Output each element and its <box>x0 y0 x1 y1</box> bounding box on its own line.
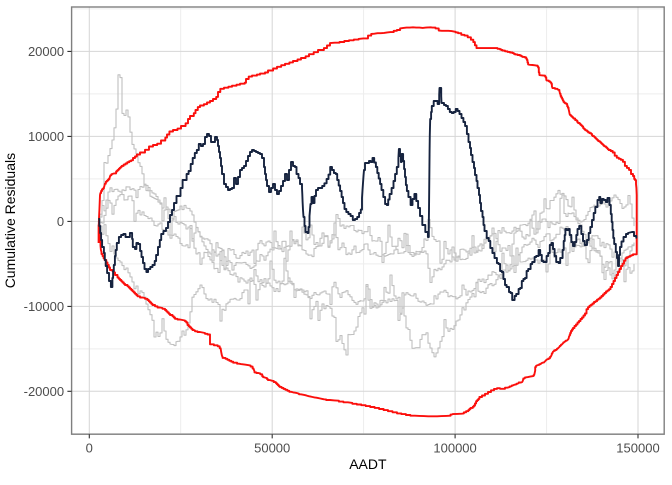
svg-text:0: 0 <box>57 214 64 229</box>
svg-text:Cumulative Residuals: Cumulative Residuals <box>2 153 18 288</box>
svg-text:AADT: AADT <box>349 456 387 472</box>
svg-text:100000: 100000 <box>433 441 476 456</box>
svg-text:150000: 150000 <box>616 441 659 456</box>
svg-text:-20000: -20000 <box>24 384 64 399</box>
svg-text:50000: 50000 <box>254 441 290 456</box>
svg-text:10000: 10000 <box>28 129 64 144</box>
svg-text:20000: 20000 <box>28 44 64 59</box>
svg-text:0: 0 <box>86 441 93 456</box>
svg-text:-10000: -10000 <box>24 299 64 314</box>
